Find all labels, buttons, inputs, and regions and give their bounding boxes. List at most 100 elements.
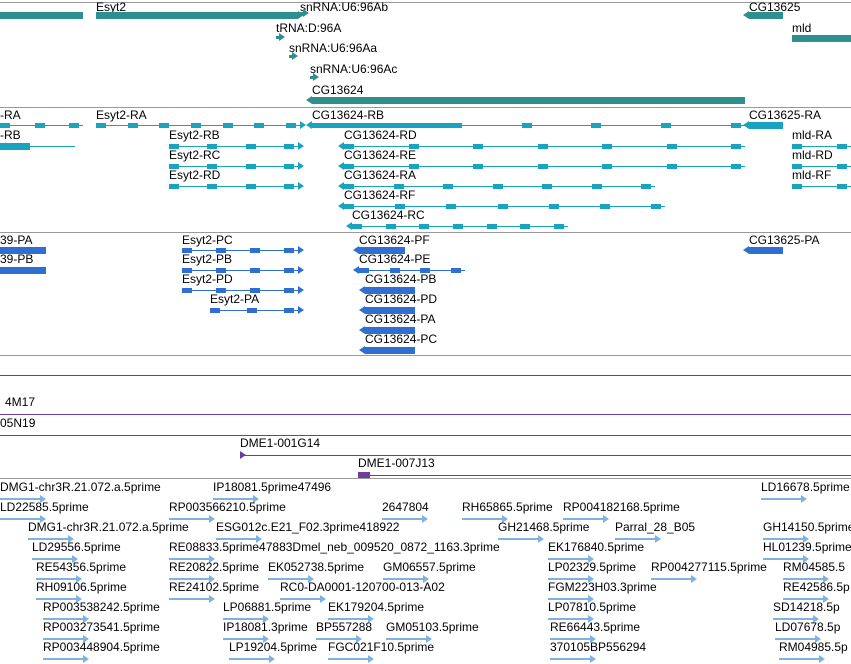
est-label[interactable]: RE08833.5prime47883Dmel_neb_009520_0872_… <box>169 540 500 554</box>
est-glyph[interactable] <box>268 578 308 580</box>
est-label[interactable]: RP003538242.5prime <box>43 600 160 614</box>
protein-label[interactable]: CG13625-PA <box>749 233 820 247</box>
est-glyph[interactable] <box>36 598 76 600</box>
transcript-label[interactable]: mld-RD <box>792 148 833 162</box>
est-glyph[interactable] <box>223 618 263 620</box>
protein-glyph[interactable] <box>0 247 46 254</box>
gene-glyph[interactable] <box>749 12 783 19</box>
transcript-label[interactable]: Esyt2-RA <box>96 108 147 122</box>
transcript-label[interactable]: CG13625-RA <box>749 108 822 122</box>
est-label[interactable]: DMG1-chr3R.21.072.a.5prime <box>0 480 161 494</box>
est-glyph[interactable] <box>28 538 68 540</box>
clone-label[interactable]: DME1-007J13 <box>358 456 435 470</box>
est-label[interactable]: RP004277115.5prime <box>651 560 767 574</box>
est-label[interactable]: RE20822.5prime <box>169 560 260 574</box>
protein-label[interactable]: CG13624-PF <box>359 233 430 247</box>
est-label[interactable]: 370105BP556294 <box>550 640 647 654</box>
est-glyph[interactable] <box>169 558 209 560</box>
est-glyph[interactable] <box>43 638 83 640</box>
est-glyph[interactable] <box>328 618 368 620</box>
est-label[interactable]: SD14218.5p <box>773 600 840 614</box>
transcript-label[interactable]: CG13624-RA <box>344 168 417 182</box>
est-label[interactable]: BP557288 <box>316 620 373 634</box>
est-label[interactable]: RM04985.5p <box>779 640 848 654</box>
est-label[interactable]: ESG012c.E21_F02.3prime418922 <box>216 520 400 534</box>
est-glyph[interactable] <box>763 538 803 540</box>
gene-glyph[interactable] <box>276 36 280 39</box>
est-label[interactable]: EK179204.5prime <box>328 600 425 614</box>
est-label[interactable]: 2647804 <box>382 500 429 514</box>
est-glyph[interactable] <box>651 578 691 580</box>
clone-glyph[interactable] <box>358 475 851 476</box>
est-glyph[interactable] <box>615 538 655 540</box>
transcript-label[interactable]: -RB <box>0 128 21 142</box>
est-glyph[interactable] <box>783 578 823 580</box>
protein-glyph[interactable] <box>182 250 298 251</box>
gene-label[interactable]: snRNA:U6:96Ab <box>300 0 389 14</box>
est-label[interactable]: FGC021F10.5prime <box>328 640 435 654</box>
est-glyph[interactable] <box>43 658 83 660</box>
transcript-label[interactable]: Esyt2-RD <box>169 168 221 182</box>
est-label[interactable]: RH65865.5prime <box>462 500 553 514</box>
transcript-glyph[interactable] <box>749 122 783 129</box>
transcript-glyph[interactable] <box>792 186 851 187</box>
est-label[interactable]: DMG1-chr3R.21.072.a.5prime <box>28 520 189 534</box>
est-glyph[interactable] <box>386 638 426 640</box>
gene-glyph[interactable] <box>792 35 851 42</box>
est-label[interactable]: LD07678.5p <box>775 620 841 634</box>
est-label[interactable]: RP003448904.5prime <box>43 640 160 654</box>
est-label[interactable]: FGM223H03.3prime <box>548 580 657 594</box>
protein-label[interactable]: Esyt2-PD <box>182 272 233 286</box>
est-glyph[interactable] <box>498 538 538 540</box>
transcript-label[interactable]: Esyt2-RB <box>169 128 220 142</box>
est-label[interactable]: LD29556.5prime <box>32 540 121 554</box>
gene-glyph[interactable] <box>96 12 298 19</box>
est-glyph[interactable] <box>550 638 590 640</box>
est-label[interactable]: EK176840.5prime <box>548 540 645 554</box>
clone-label[interactable]: DME1-001G14 <box>240 436 321 450</box>
est-glyph[interactable] <box>223 638 263 640</box>
est-glyph[interactable] <box>169 598 209 600</box>
clone-glyph[interactable] <box>240 455 851 456</box>
protein-label[interactable]: 39-PA <box>0 233 33 247</box>
est-glyph[interactable] <box>548 618 588 620</box>
protein-glyph[interactable] <box>0 267 46 274</box>
transcript-glyph[interactable] <box>792 166 851 167</box>
est-label[interactable]: IP18081.5prime47496 <box>213 480 332 494</box>
est-label[interactable]: HL01239.5prime <box>763 540 851 554</box>
est-label[interactable]: LP19204.5prime <box>229 640 318 654</box>
transcript-label[interactable]: CG13624-RC <box>352 208 425 222</box>
protein-glyph[interactable] <box>749 247 783 254</box>
clone-glyph[interactable] <box>0 414 851 415</box>
est-label[interactable]: LD22585.5prime <box>0 500 89 514</box>
protein-label[interactable]: CG13624-PE <box>359 252 431 266</box>
est-label[interactable]: RM04585.5 <box>783 560 846 574</box>
est-glyph[interactable] <box>462 518 502 520</box>
est-glyph[interactable] <box>548 558 588 560</box>
est-label[interactable]: Parral_28_B05 <box>615 520 696 534</box>
est-glyph[interactable] <box>548 578 588 580</box>
protein-glyph[interactable] <box>365 327 415 334</box>
est-label[interactable]: RC0-DA0001-120700-013-A02 <box>280 580 445 594</box>
est-label[interactable]: GM06557.5prime <box>383 560 476 574</box>
est-glyph[interactable] <box>32 558 72 560</box>
est-label[interactable]: RE24102.5prime <box>169 580 260 594</box>
est-glyph[interactable] <box>783 598 823 600</box>
est-label[interactable]: EK052738.5prime <box>268 560 365 574</box>
gene-label[interactable]: mld <box>792 21 812 35</box>
transcript-glyph[interactable] <box>169 146 298 147</box>
protein-glyph[interactable] <box>182 270 298 271</box>
protein-label[interactable]: Esyt2-PA <box>210 292 260 306</box>
protein-glyph[interactable] <box>182 290 298 291</box>
est-label[interactable]: RE42586.5p <box>783 580 850 594</box>
transcript-glyph[interactable] <box>0 143 30 150</box>
transcript-label[interactable]: CG13624-RB <box>312 108 385 122</box>
clone-glyph[interactable] <box>358 472 370 478</box>
est-glyph[interactable] <box>563 518 603 520</box>
est-glyph[interactable] <box>36 578 76 580</box>
est-glyph[interactable] <box>763 558 803 560</box>
protein-glyph[interactable] <box>365 347 415 354</box>
transcript-label[interactable]: mld-RA <box>792 128 833 142</box>
gene-glyph[interactable] <box>289 55 293 58</box>
transcript-label[interactable]: mld-RF <box>792 168 832 182</box>
